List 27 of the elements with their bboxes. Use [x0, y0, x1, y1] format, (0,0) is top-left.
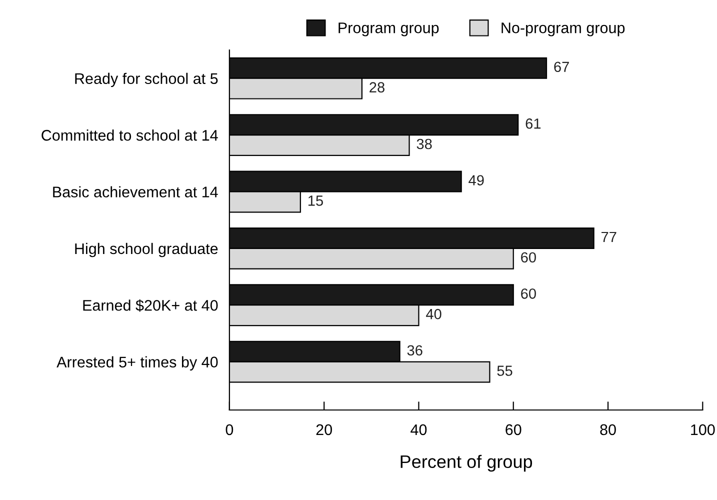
data-label: 38 [416, 138, 432, 150]
data-label: 77 [602, 232, 616, 242]
data-label: 55 [497, 366, 512, 376]
data-label: 28 [370, 82, 384, 92]
data-label: 40 [426, 308, 442, 320]
data-label: 15 [308, 196, 323, 206]
x-axis-title: Percent of group [400, 454, 532, 472]
data-label: 61 [526, 118, 541, 129]
x-tick-label: 0 [226, 424, 234, 436]
data-label: 36 [407, 345, 422, 356]
x-tick-label: 80 [600, 424, 616, 436]
data-label: 60 [521, 252, 536, 263]
y-tick-label: Ready for school at 5 [75, 72, 218, 88]
legend-label: No-program group [502, 22, 625, 36]
x-tick-label: 100 [691, 424, 715, 436]
x-tick-label: 40 [410, 424, 427, 436]
y-tick-label: Committed to school at 14 [42, 130, 218, 141]
y-tick-label: Arrested 5+ times by 40 [56, 356, 218, 371]
legend-label: Program group [338, 22, 439, 36]
y-tick-label: Basic achievement at 14 [53, 186, 218, 198]
x-tick-label: 20 [316, 424, 332, 436]
y-tick-label: High school graduate [75, 242, 218, 258]
data-label: 67 [554, 62, 569, 72]
y-tick-label: Earned $20K+ at 40 [83, 299, 218, 312]
x-tick-label: 60 [506, 424, 522, 436]
data-label: 49 [468, 175, 484, 186]
data-label: 60 [521, 288, 536, 299]
